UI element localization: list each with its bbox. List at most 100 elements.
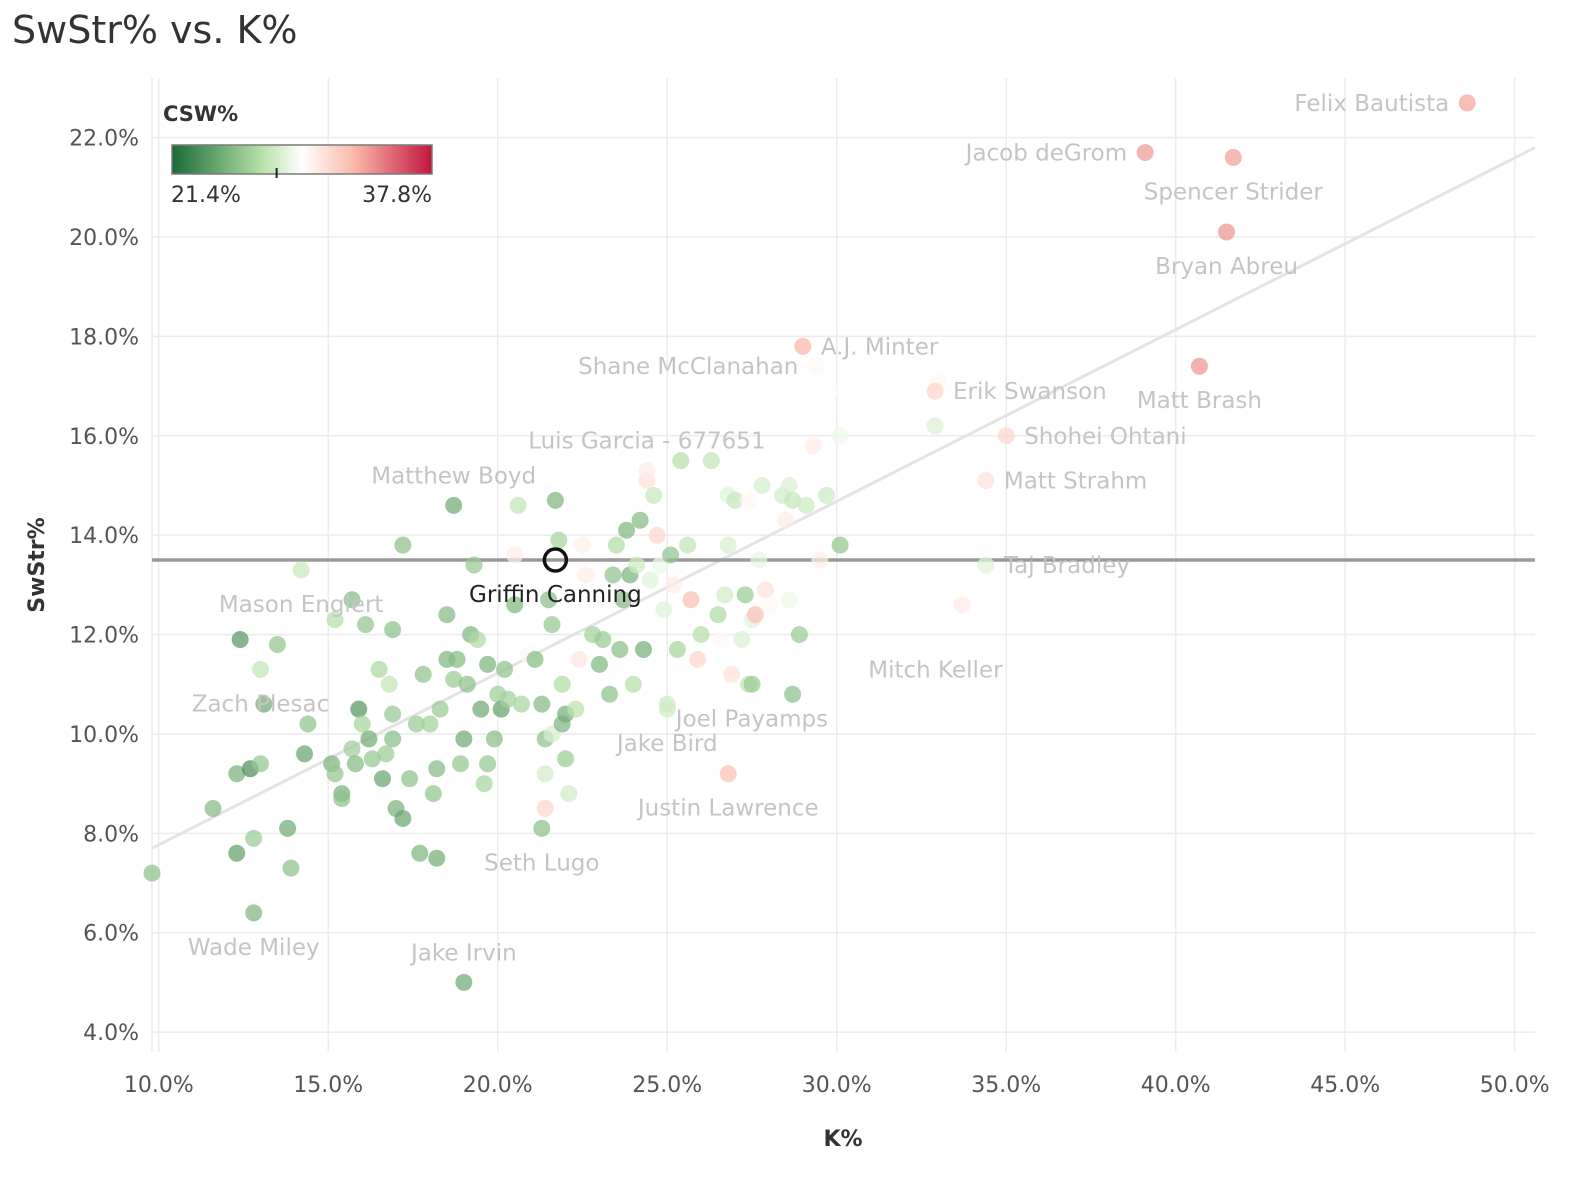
data-point[interactable] (821, 382, 839, 400)
data-point[interactable] (607, 536, 625, 554)
data-point[interactable] (451, 755, 469, 773)
data-point[interactable] (468, 631, 486, 649)
data-point[interactable] (645, 486, 663, 504)
labeled-data-point[interactable] (245, 904, 263, 922)
data-point[interactable] (509, 496, 527, 514)
data-point[interactable] (445, 670, 463, 688)
data-point[interactable] (506, 596, 524, 614)
data-point[interactable] (750, 551, 768, 569)
data-point[interactable] (577, 566, 595, 584)
data-point[interactable] (496, 660, 514, 678)
data-point[interactable] (353, 715, 371, 733)
labeled-data-point[interactable] (743, 675, 761, 693)
data-point[interactable] (228, 765, 246, 783)
data-point[interactable] (736, 586, 754, 604)
data-point[interactable] (679, 536, 697, 554)
labeled-data-point[interactable] (1224, 149, 1242, 167)
data-point[interactable] (228, 844, 246, 862)
data-point[interactable] (760, 596, 778, 614)
labeled-data-point[interactable] (794, 337, 812, 355)
data-point[interactable] (326, 611, 344, 629)
data-point[interactable] (360, 730, 378, 748)
data-point[interactable] (757, 581, 775, 599)
data-point[interactable] (296, 745, 314, 763)
data-point[interactable] (892, 496, 910, 514)
data-point[interactable] (624, 675, 642, 693)
data-point[interactable] (726, 491, 744, 509)
data-point[interactable] (533, 695, 551, 713)
data-point[interactable] (428, 760, 446, 778)
data-point[interactable] (245, 829, 263, 847)
labeled-data-point[interactable] (658, 700, 676, 718)
data-point[interactable] (780, 476, 798, 494)
labeled-data-point[interactable] (455, 973, 473, 991)
data-point[interactable] (557, 750, 575, 768)
data-point[interactable] (692, 626, 710, 644)
data-point[interactable] (590, 655, 608, 673)
labeled-data-point[interactable] (977, 556, 995, 574)
data-point[interactable] (797, 496, 815, 514)
data-point[interactable] (407, 715, 425, 733)
data-point[interactable] (424, 785, 442, 803)
data-point[interactable] (573, 536, 591, 554)
data-point[interactable] (614, 591, 632, 609)
labeled-data-point[interactable] (251, 660, 269, 678)
labeled-data-point[interactable] (841, 660, 859, 678)
data-point[interactable] (804, 437, 822, 455)
data-point[interactable] (784, 491, 802, 509)
data-point[interactable] (635, 640, 653, 658)
labeled-data-point[interactable] (533, 819, 551, 837)
data-point[interactable] (831, 536, 849, 554)
data-point[interactable] (784, 685, 802, 703)
data-point[interactable] (536, 765, 554, 783)
data-point[interactable] (723, 665, 741, 683)
data-point[interactable] (811, 551, 829, 569)
data-point[interactable] (790, 626, 808, 644)
data-point[interactable] (709, 606, 727, 624)
data-point[interactable] (251, 755, 269, 773)
data-point[interactable] (458, 675, 476, 693)
data-point[interactable] (641, 571, 659, 589)
data-point[interactable] (601, 685, 619, 703)
data-point[interactable] (543, 616, 561, 634)
data-point[interactable] (712, 631, 730, 649)
data-point[interactable] (428, 849, 446, 867)
data-point[interactable] (394, 536, 412, 554)
labeled-data-point[interactable] (1218, 223, 1236, 241)
data-point[interactable] (472, 700, 490, 718)
data-point[interactable] (719, 536, 737, 554)
labeled-data-point[interactable] (719, 765, 737, 783)
data-point[interactable] (370, 660, 388, 678)
data-point[interactable] (611, 640, 629, 658)
data-point[interactable] (438, 606, 456, 624)
data-point[interactable] (594, 631, 612, 649)
data-point[interactable] (668, 640, 686, 658)
data-point[interactable] (448, 650, 466, 668)
data-point[interactable] (526, 650, 544, 668)
data-point[interactable] (374, 770, 391, 788)
labeled-data-point[interactable] (997, 427, 1015, 445)
data-point[interactable] (350, 700, 368, 718)
data-point[interactable] (343, 591, 361, 609)
data-point[interactable] (357, 616, 375, 634)
data-point[interactable] (550, 531, 568, 549)
data-point[interactable] (414, 665, 432, 683)
data-point[interactable] (333, 790, 351, 808)
labeled-data-point[interactable] (807, 357, 825, 375)
data-point[interactable] (485, 730, 503, 748)
data-point[interactable] (231, 631, 249, 649)
data-point[interactable] (672, 452, 690, 470)
data-point[interactable] (455, 730, 473, 748)
data-point[interactable] (499, 690, 517, 708)
data-point[interactable] (479, 655, 497, 673)
data-point[interactable] (665, 576, 683, 594)
data-point[interactable] (953, 596, 971, 614)
data-point[interactable] (926, 417, 944, 435)
labeled-data-point[interactable] (1190, 357, 1208, 375)
labeled-data-point[interactable] (638, 462, 656, 480)
highlight-point[interactable] (542, 547, 569, 573)
data-point[interactable] (648, 526, 666, 544)
data-point[interactable] (512, 695, 530, 713)
data-point[interactable] (631, 511, 649, 529)
data-point[interactable] (560, 785, 578, 803)
